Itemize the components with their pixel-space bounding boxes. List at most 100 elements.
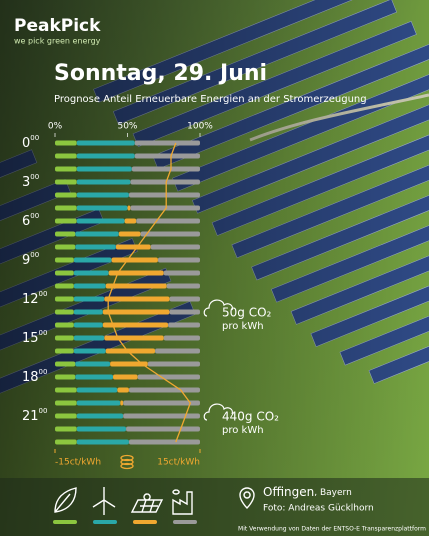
source: Mit Verwendung von Daten der ENTSO-E Tra… xyxy=(238,526,426,533)
hour: 0 xyxy=(22,136,30,151)
bar-segment xyxy=(76,166,132,172)
hour-label: 600 xyxy=(22,212,39,229)
bar-segment xyxy=(55,361,76,367)
bar-segment xyxy=(55,439,77,445)
bar-segment xyxy=(169,309,200,315)
bar-segment xyxy=(136,218,200,224)
bar-segment xyxy=(73,257,112,263)
bar-segment xyxy=(108,270,164,276)
bar-segment xyxy=(134,153,200,159)
bar-segment xyxy=(55,270,74,276)
bar-segment xyxy=(118,231,141,237)
hour-label: 000 xyxy=(22,134,39,151)
bar-segment xyxy=(73,296,105,302)
bar-segment xyxy=(147,361,200,367)
location-region: , Bayern xyxy=(314,488,352,498)
bar-segment xyxy=(110,361,148,367)
coin-icon xyxy=(120,454,134,470)
minutes: 00 xyxy=(30,251,39,259)
bar-segment xyxy=(104,335,164,341)
bar-segment xyxy=(137,374,200,380)
bar-segment xyxy=(123,400,200,406)
minutes: 00 xyxy=(39,407,48,415)
bar-segment xyxy=(55,218,77,224)
bar-segment xyxy=(55,413,77,419)
bar-segment xyxy=(166,283,200,289)
hour: 9 xyxy=(22,253,30,268)
bar-segment xyxy=(55,192,77,198)
bar-segment xyxy=(76,179,131,185)
minutes: 00 xyxy=(39,329,48,337)
bar-segment xyxy=(55,205,77,211)
co2-amount: 440g CO₂ xyxy=(222,410,279,424)
co2-amount: 50g CO₂ xyxy=(222,306,272,320)
bar-segment xyxy=(157,257,200,263)
bar-segment xyxy=(131,166,200,172)
hour-label: 1800 xyxy=(22,368,47,385)
bar-segment xyxy=(76,400,121,406)
minutes: 00 xyxy=(39,290,48,298)
x-tick-label: 0% xyxy=(48,122,63,132)
hour-label: 300 xyxy=(22,173,39,190)
bar-segment xyxy=(55,426,77,432)
location-place: Offingen xyxy=(263,485,314,499)
cloud xyxy=(203,403,233,421)
hour: 3 xyxy=(22,175,30,190)
bar-segment xyxy=(102,322,169,328)
hour: 21 xyxy=(22,409,39,424)
bar-segment xyxy=(104,296,170,302)
bar-segment xyxy=(130,179,200,185)
hour: 18 xyxy=(22,370,39,385)
bar-segment xyxy=(55,387,77,393)
bar-segment xyxy=(55,244,76,250)
x-tick-label: 50% xyxy=(117,122,137,132)
bar-segment xyxy=(127,205,131,211)
cloud xyxy=(203,299,233,317)
bar-segment xyxy=(76,218,125,224)
hour-label: 1500 xyxy=(22,329,47,346)
bar-segment xyxy=(113,374,138,380)
bar-segment xyxy=(75,374,113,380)
co2-unit: pro kWh xyxy=(222,425,264,436)
bar-segment xyxy=(117,387,129,393)
bar-segment xyxy=(128,387,200,393)
bar-segment xyxy=(150,244,200,250)
bar-segment xyxy=(76,140,135,146)
bar-segment xyxy=(76,387,118,393)
bar-segment xyxy=(128,439,200,445)
bar-segment xyxy=(130,205,200,211)
bar-segment xyxy=(124,218,137,224)
minutes: 00 xyxy=(39,368,48,376)
bar-segment xyxy=(115,244,151,250)
minutes: 00 xyxy=(30,173,39,181)
bar-segment xyxy=(76,426,127,432)
hour: 12 xyxy=(22,292,39,307)
bar-segment xyxy=(76,192,129,198)
bar-segment xyxy=(168,322,200,328)
bar-segment xyxy=(140,231,200,237)
x2-tick-label: 15ct/kWh xyxy=(157,458,200,468)
co2-unit: pro kWh xyxy=(222,321,264,332)
minutes: 00 xyxy=(30,134,39,142)
bar-segment xyxy=(55,348,74,354)
hour-label: 900 xyxy=(22,251,39,268)
hour: 6 xyxy=(22,214,30,229)
bar-segment xyxy=(55,153,77,159)
bar-segment xyxy=(123,413,200,419)
hour-label: 1200 xyxy=(22,290,47,307)
bar-segment xyxy=(128,192,200,198)
bar-segment xyxy=(163,270,200,276)
bar-segment xyxy=(73,283,106,289)
bar-segment xyxy=(55,296,74,302)
hour-label: 2100 xyxy=(22,407,47,424)
price-line xyxy=(107,142,192,443)
logo-tagline: we pick green energy xyxy=(14,37,101,46)
bar-segment xyxy=(105,348,156,354)
bar-segment xyxy=(73,270,109,276)
bar-segment xyxy=(75,244,116,250)
subtitle: Prognose Anteil Erneuerbare Energien an … xyxy=(54,94,367,105)
bar-segment xyxy=(76,413,124,419)
bar-segment xyxy=(75,361,111,367)
